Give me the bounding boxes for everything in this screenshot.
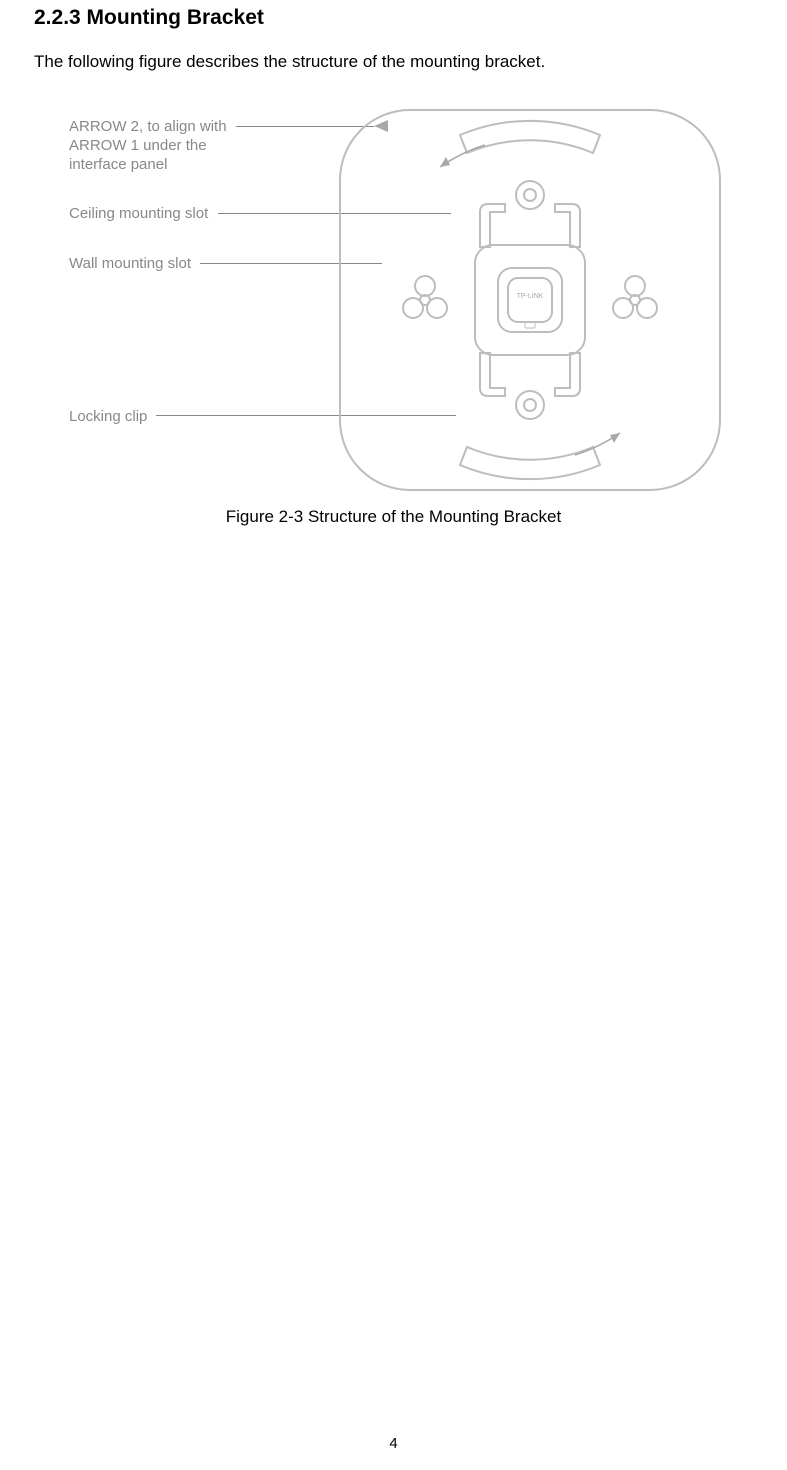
inner-square-2 — [508, 278, 552, 322]
l-brackets — [480, 204, 580, 396]
outer-body — [340, 110, 720, 490]
arc-bands — [460, 121, 600, 479]
label-wall-slot: Wall mounting slot — [69, 255, 191, 274]
label-arrow2: ARROW 2, to align with ARROW 1 under the… — [69, 118, 227, 174]
label-arrow2-line2: ARROW 1 under the — [69, 137, 207, 154]
brand-label: TP-LINK — [517, 293, 544, 300]
intro-text: The following figure describes the struc… — [34, 52, 545, 72]
label-locking-clip: Locking clip — [69, 408, 147, 427]
section-heading: 2.2.3 Mounting Bracket — [34, 6, 264, 30]
label-arrow2-line1: ARROW 2, to align with — [69, 118, 227, 135]
label-ceiling-slot: Ceiling mounting slot — [69, 205, 208, 224]
center-square — [475, 245, 585, 355]
rotation-arrows — [440, 145, 620, 455]
page-number: 4 — [0, 1435, 787, 1452]
diagram-area: ARROW 2, to align with ARROW 1 under the… — [0, 100, 787, 500]
figure-caption: Figure 2-3 Structure of the Mounting Bra… — [0, 507, 787, 527]
arrow2-pointer-head — [374, 120, 388, 132]
label-arrow2-line3: interface panel — [69, 156, 167, 173]
ceiling-slots — [516, 181, 544, 419]
bracket-diagram: TP-LINK — [330, 100, 730, 500]
